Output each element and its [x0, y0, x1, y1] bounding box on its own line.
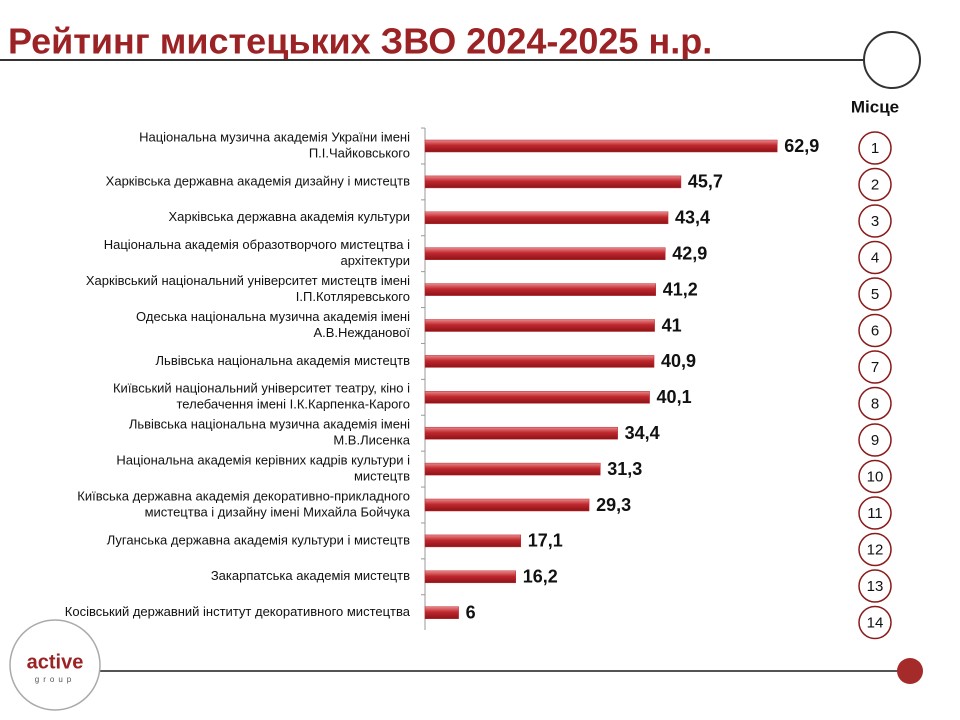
rank-number: 12 — [867, 541, 884, 558]
rank-circle — [858, 240, 892, 275]
value-label: 16,2 — [523, 567, 558, 587]
category-label: Національна музична академія України іме… — [139, 129, 410, 144]
category-label: Львівська національна академія мистецтв — [156, 353, 411, 368]
bar — [424, 319, 655, 332]
category-label: мистецтва і дизайну імені Михайла Бойчук… — [145, 504, 411, 519]
rank-number: 11 — [867, 505, 883, 522]
category-label: Луганська державна академія культури і м… — [107, 532, 410, 547]
value-label: 17,1 — [528, 531, 563, 551]
rank-circle — [858, 423, 892, 457]
category-label: Львівська національна музична академія і… — [129, 417, 410, 432]
value-label: 62,9 — [784, 136, 819, 156]
category-label: П.І.Чайковського — [309, 145, 410, 160]
rank-number: 2 — [871, 176, 879, 193]
rank-number: 10 — [867, 468, 884, 485]
rank-number: 9 — [871, 432, 879, 449]
category-label: Національна академія керівних кадрів кул… — [116, 453, 410, 468]
category-label: Національна академія образотворчого мист… — [104, 237, 410, 252]
value-label: 45,7 — [688, 172, 723, 192]
bar — [424, 462, 601, 476]
category-label: Київський національний університет театр… — [113, 381, 410, 396]
category-label: Харківська державна академія дизайну і м… — [106, 173, 410, 188]
rank-number: 6 — [871, 322, 879, 339]
rank-circle — [858, 496, 892, 530]
bar — [424, 355, 655, 368]
category-label: Закарпатська академія мистецтв — [211, 568, 410, 583]
rank-circle — [858, 204, 892, 238]
value-label: 41 — [662, 315, 682, 335]
rank-number: 8 — [871, 395, 879, 412]
rank-number: 1 — [871, 140, 879, 157]
deco-circle — [863, 31, 921, 89]
rank-number: 13 — [867, 578, 884, 595]
bar — [424, 534, 522, 548]
rank-header: Місце — [851, 97, 899, 116]
rank-number: 5 — [871, 286, 879, 303]
category-label: телебачення імені І.К.Карпенка-Карого — [177, 397, 411, 412]
value-label: 42,9 — [672, 243, 707, 263]
value-label: 40,9 — [661, 351, 696, 371]
rank-circle — [858, 167, 892, 202]
logo-circle — [9, 619, 101, 711]
rank-circle — [858, 386, 892, 421]
rank-number: 14 — [867, 614, 884, 631]
rank-circle — [858, 532, 892, 567]
rank-circle — [858, 605, 892, 640]
value-label: 31,3 — [607, 459, 642, 479]
bar — [424, 139, 778, 153]
rank-circle — [858, 277, 892, 311]
bar — [424, 570, 516, 584]
value-label: 29,3 — [596, 495, 631, 515]
chart-title: Рейтинг мистецьких ЗВО 2024-2025 н.р. — [8, 21, 712, 62]
rank-circle — [858, 131, 892, 165]
logo-sub: group — [35, 675, 75, 684]
category-label: Одеська національна музична академія іме… — [136, 309, 410, 324]
value-label: 41,2 — [663, 279, 698, 299]
category-label: Косівський державний інститут декоративн… — [65, 604, 411, 619]
category-label: Київська державна академія декоративно-п… — [77, 488, 410, 503]
rank-circle — [858, 350, 892, 384]
rank-circle — [858, 313, 892, 348]
category-label: архітектури — [340, 253, 410, 268]
rank-number: 7 — [871, 359, 879, 376]
category-label: Харківська державна академія культури — [168, 209, 410, 224]
bar — [424, 606, 459, 619]
bar — [424, 426, 618, 440]
value-label: 40,1 — [657, 387, 692, 407]
rank-number: 3 — [871, 213, 879, 230]
rank-number: 4 — [871, 249, 879, 266]
category-label: М.В.Лисенка — [333, 433, 410, 448]
category-label: А.В.Нежданової — [313, 325, 410, 340]
bar — [424, 211, 669, 225]
rank-circle — [858, 569, 892, 603]
bar — [424, 247, 666, 260]
bar — [424, 283, 656, 296]
bar — [424, 391, 650, 404]
category-label: І.П.Котляревського — [296, 289, 410, 304]
bar — [424, 498, 590, 512]
value-label: 6 — [466, 602, 476, 622]
bar — [424, 175, 682, 189]
logo-name: active — [27, 651, 84, 673]
value-label: 43,4 — [675, 208, 710, 228]
footer-dot — [897, 658, 923, 684]
value-label: 34,4 — [625, 423, 660, 443]
rank-circle — [858, 459, 892, 494]
category-label: Харківський національний університет мис… — [86, 273, 410, 288]
category-label: мистецтв — [354, 469, 410, 484]
